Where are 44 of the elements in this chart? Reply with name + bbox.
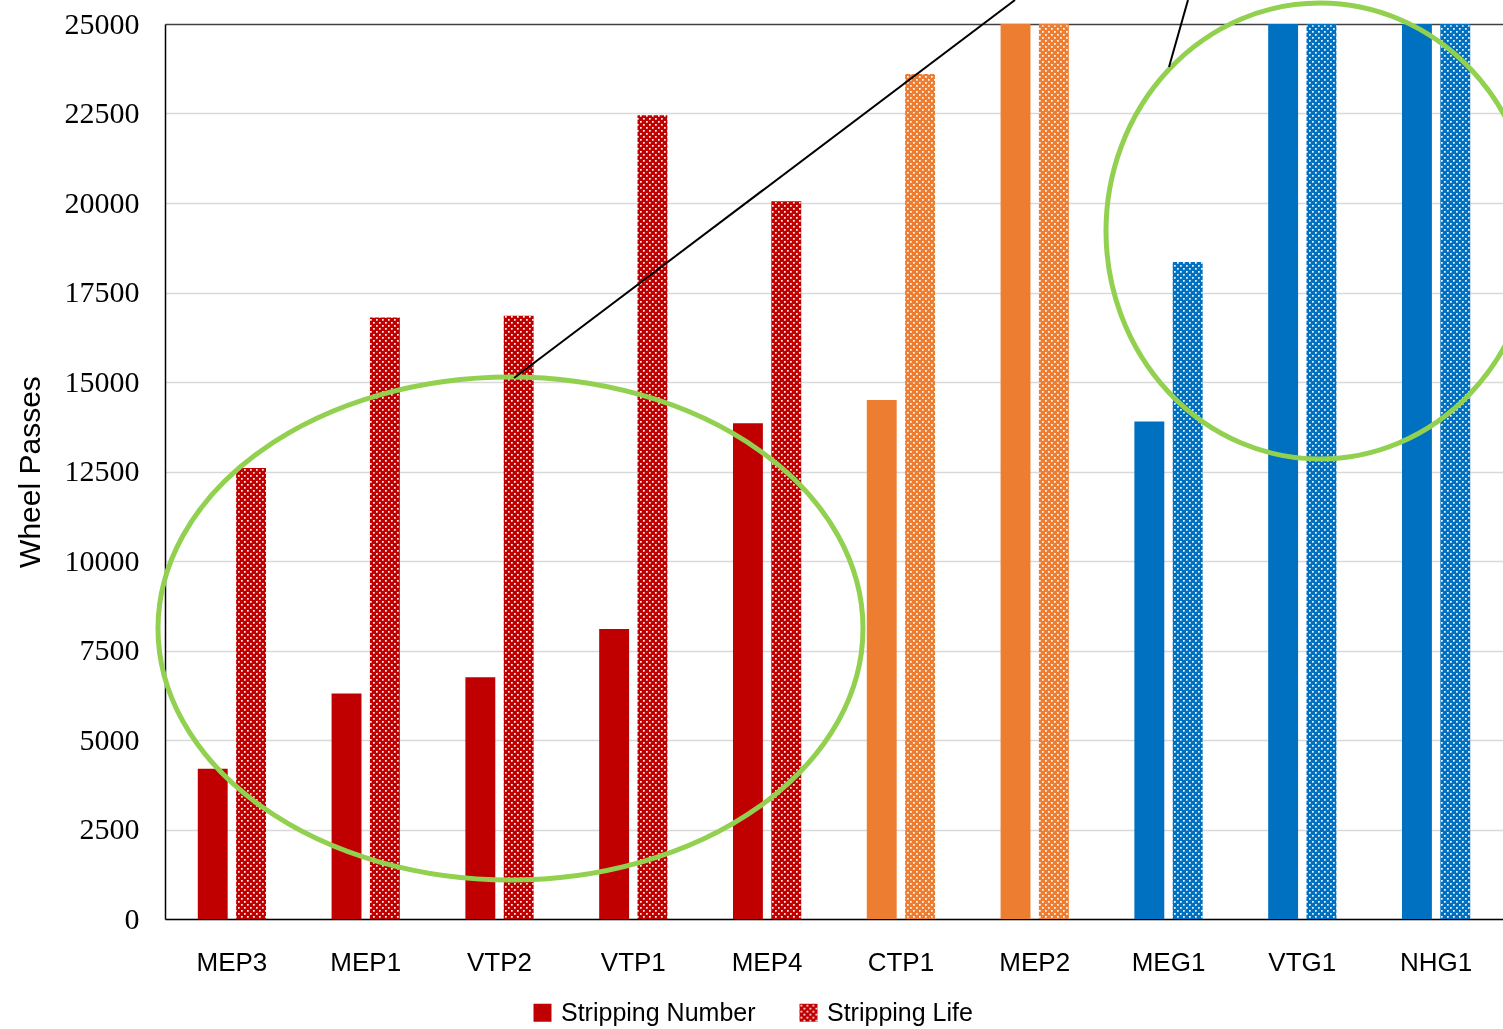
bar [503,315,534,919]
y-tick-label: 15000 [64,364,140,398]
x-tick-label: NHG1 [1399,946,1473,977]
bar [1172,262,1203,919]
bar [236,467,267,919]
y-tick-label: 0 [124,901,140,935]
bar [1000,24,1031,919]
bar [1038,24,1069,919]
bar [599,629,630,919]
x-tick-label: MEP2 [999,946,1071,977]
y-tick-label: 12500 [64,454,140,487]
x-tick-label: VTG1 [1268,946,1337,977]
y-tick-label: 5000 [79,722,140,756]
bar [1440,24,1471,919]
x-tick-label: MEP1 [330,946,402,977]
y-tick-label: 22500 [64,96,140,129]
y-tick-label: 7500 [79,633,140,666]
x-tick-label: CTP1 [867,946,935,977]
x-tick-label: MEG1 [1131,946,1206,977]
y-tick-label: 17500 [64,275,140,308]
x-tick-label: MEP4 [731,946,803,977]
x-tick-label: MEP3 [196,946,268,977]
y-tick-label: 2500 [79,812,140,845]
bar [732,423,763,919]
legend-label: Stripping Life [827,997,973,1026]
bar [465,677,496,919]
bar [197,768,228,919]
y-axis-title: Wheel Passes [12,376,46,568]
bar [866,399,897,919]
bar [1306,24,1337,919]
bar [1134,421,1165,919]
x-tick-label: VTP2 [466,946,533,977]
y-tick-label: 25000 [64,6,140,40]
bar [637,115,668,919]
bar [1268,24,1299,919]
y-tick-label: 10000 [64,543,140,577]
bar [771,201,802,919]
x-tick-label: VTP1 [600,946,666,977]
y-tick-label: 20000 [64,185,140,219]
bar [1401,24,1432,919]
bar [369,317,400,919]
legend-label: Stripping Number [561,997,756,1026]
bar [905,74,936,919]
bar [331,693,362,919]
